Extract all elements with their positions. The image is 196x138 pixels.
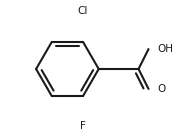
Text: Cl: Cl xyxy=(78,6,88,16)
Text: O: O xyxy=(158,84,166,94)
Text: F: F xyxy=(80,121,86,131)
Text: OH: OH xyxy=(158,44,174,54)
